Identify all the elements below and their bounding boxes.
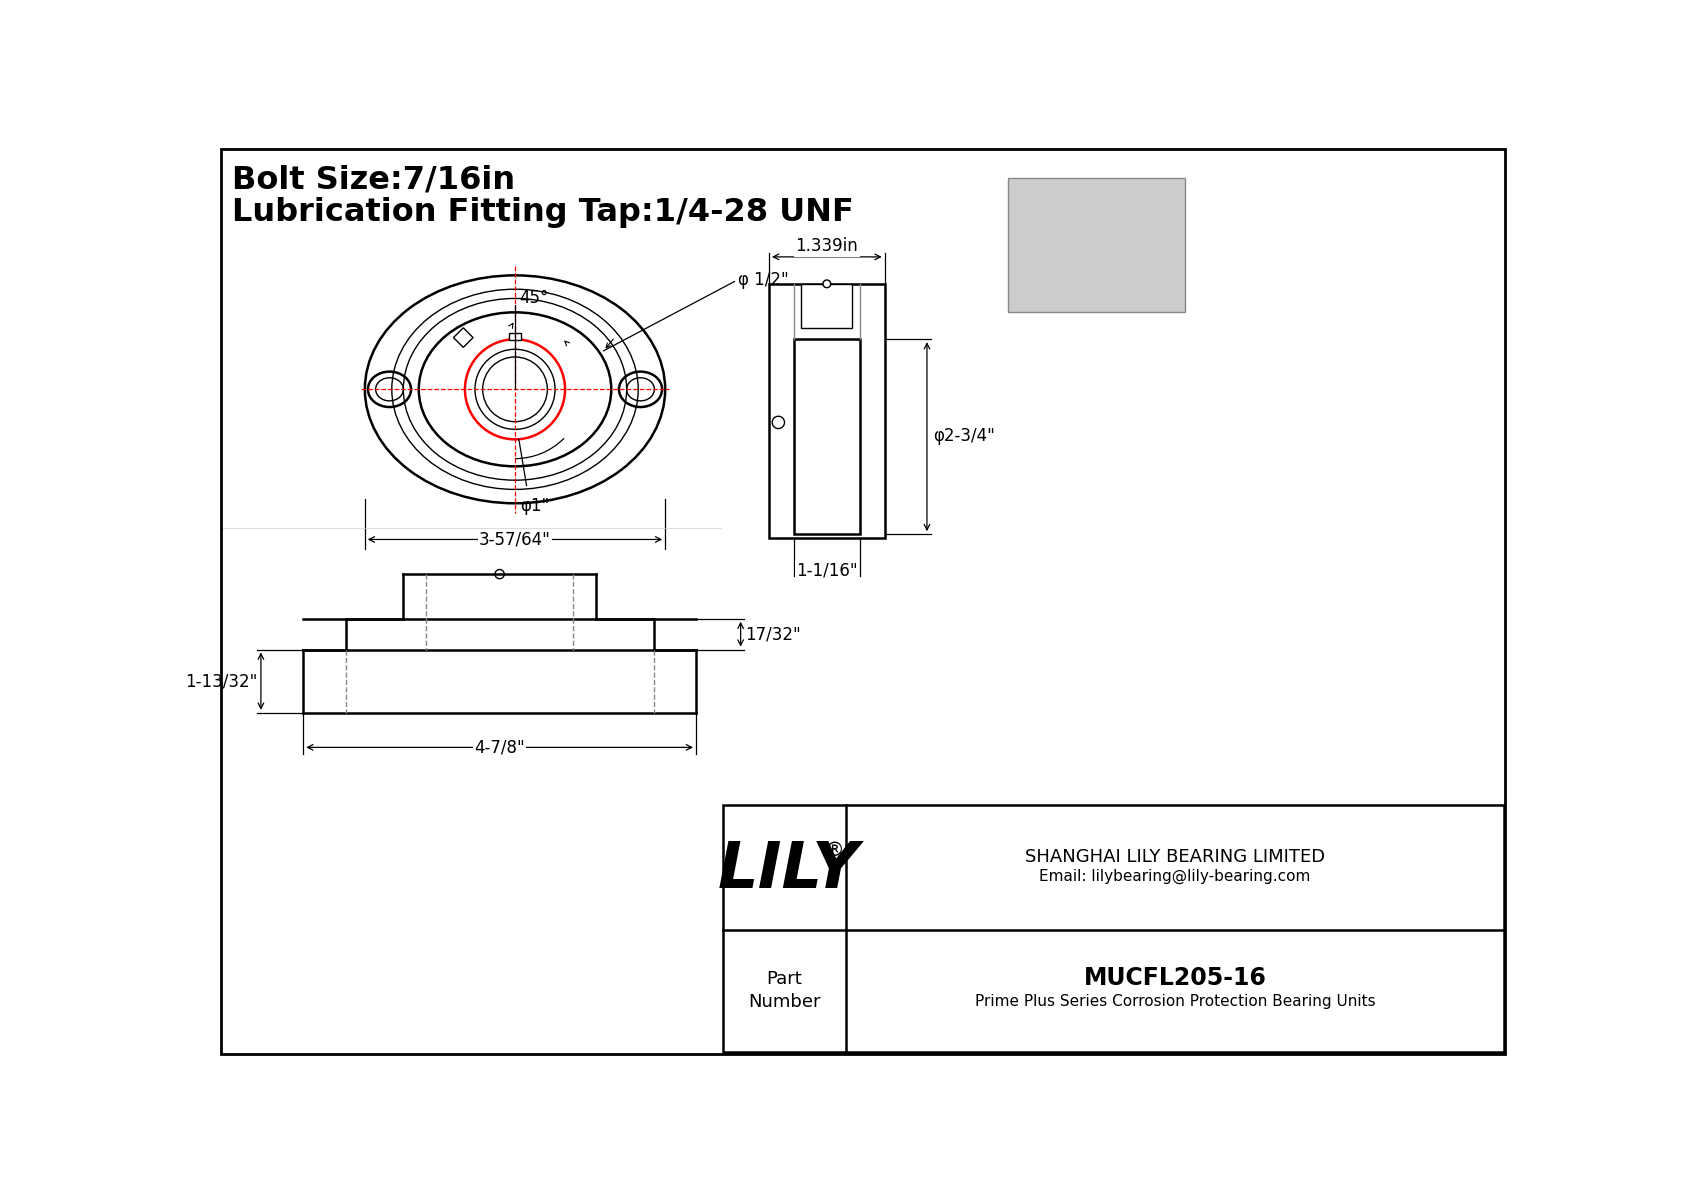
Text: LILY: LILY bbox=[717, 838, 859, 900]
Circle shape bbox=[773, 417, 785, 429]
Text: φ 1/2": φ 1/2" bbox=[738, 272, 788, 289]
Bar bbox=[793, 339, 861, 534]
Text: 45°: 45° bbox=[520, 289, 549, 307]
Text: 4-7/8": 4-7/8" bbox=[475, 738, 525, 756]
Text: 3-57/64": 3-57/64" bbox=[478, 530, 551, 549]
Text: 1.339in: 1.339in bbox=[795, 237, 859, 255]
Bar bbox=[509, 333, 520, 341]
Bar bbox=[453, 328, 473, 348]
Circle shape bbox=[823, 280, 830, 288]
Bar bbox=[1007, 177, 1186, 312]
Text: 17/32": 17/32" bbox=[746, 625, 802, 643]
Text: Prime Plus Series Corrosion Protection Bearing Units: Prime Plus Series Corrosion Protection B… bbox=[975, 994, 1376, 1009]
Circle shape bbox=[495, 569, 504, 579]
Bar bbox=[722, 805, 1504, 1053]
Text: SHANGHAI LILY BEARING LIMITED: SHANGHAI LILY BEARING LIMITED bbox=[1026, 848, 1325, 866]
Text: φ1": φ1" bbox=[520, 497, 549, 516]
Text: ®: ® bbox=[825, 841, 844, 860]
Bar bbox=[802, 283, 852, 329]
Text: Part
Number: Part Number bbox=[748, 969, 820, 1011]
Text: φ2-3/4": φ2-3/4" bbox=[933, 428, 995, 445]
Text: 1-13/32": 1-13/32" bbox=[185, 672, 258, 690]
Text: Bolt Size:7/16in: Bolt Size:7/16in bbox=[232, 164, 515, 195]
Bar bbox=[770, 283, 884, 538]
Text: Lubrication Fitting Tap:1/4-28 UNF: Lubrication Fitting Tap:1/4-28 UNF bbox=[232, 197, 854, 227]
Text: Email: lilybearing@lily-bearing.com: Email: lilybearing@lily-bearing.com bbox=[1039, 869, 1310, 885]
Text: 1-1/16": 1-1/16" bbox=[797, 561, 857, 579]
Text: MUCFL205-16: MUCFL205-16 bbox=[1083, 966, 1266, 991]
